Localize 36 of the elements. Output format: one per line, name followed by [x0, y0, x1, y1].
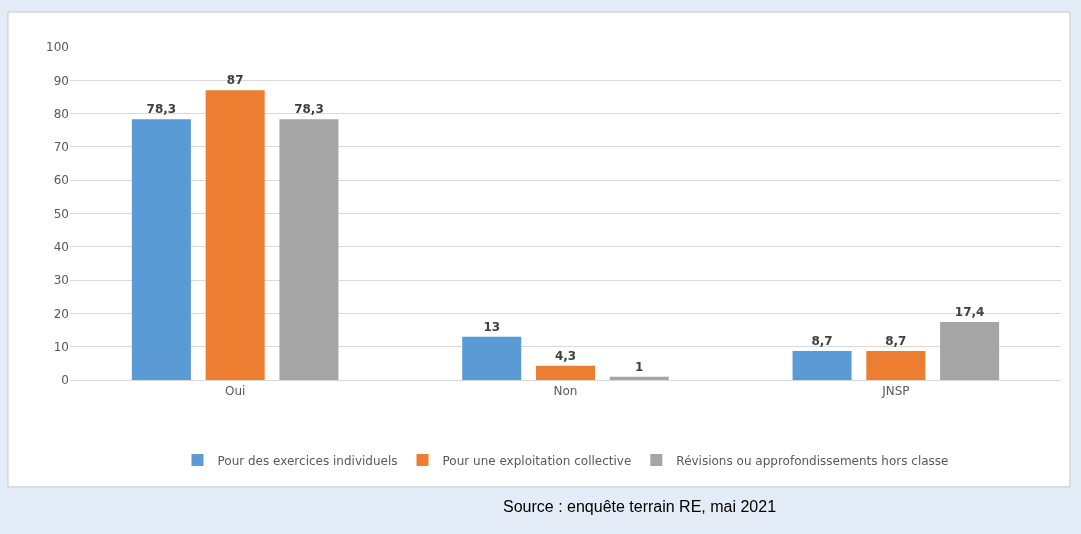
bar [792, 351, 852, 380]
legend-label: Révisions ou approfondissements hors classe [676, 453, 949, 468]
y-tick-label: 20 [53, 306, 69, 321]
y-tick-label: 100 [46, 40, 69, 55]
y-tick-label: 50 [53, 206, 69, 221]
data-label: 17,4 [954, 305, 985, 320]
data-label: 78,3 [294, 102, 324, 117]
data-label: 4,3 [554, 348, 577, 363]
y-tick-label: 10 [53, 339, 69, 354]
y-tick-label: 90 [53, 73, 69, 88]
data-label: 8,7 [885, 334, 907, 349]
y-tick-label: 0 [61, 373, 69, 388]
data-label: 87 [226, 73, 244, 88]
x-tick-label: Oui [224, 384, 246, 399]
data-label: 1 [635, 359, 644, 374]
x-tick-label: JNSP [881, 384, 910, 399]
y-tick-label: 70 [53, 140, 69, 155]
data-label: 78,3 [146, 102, 177, 117]
y-tick-label: 30 [53, 273, 69, 288]
y-tick-label: 60 [53, 173, 69, 188]
source-note: Source : enquête terrain RE, mai 2021 [503, 498, 777, 515]
data-label: 8,7 [811, 334, 833, 349]
bar [535, 365, 596, 380]
y-tick-label: 40 [53, 240, 69, 254]
bar [279, 119, 339, 380]
legend-label: Pour une exploitation collective [442, 453, 632, 468]
bar [866, 351, 926, 380]
legend-label: Pour des exercices individuels [217, 453, 398, 468]
bar [462, 336, 522, 380]
bar [205, 90, 265, 380]
y-tick-label: 80 [53, 106, 69, 121]
x-tick-label: Non [553, 384, 578, 399]
bar [609, 376, 669, 380]
data-label: 13 [483, 319, 501, 334]
bar [131, 119, 191, 380]
bar [940, 322, 1000, 380]
